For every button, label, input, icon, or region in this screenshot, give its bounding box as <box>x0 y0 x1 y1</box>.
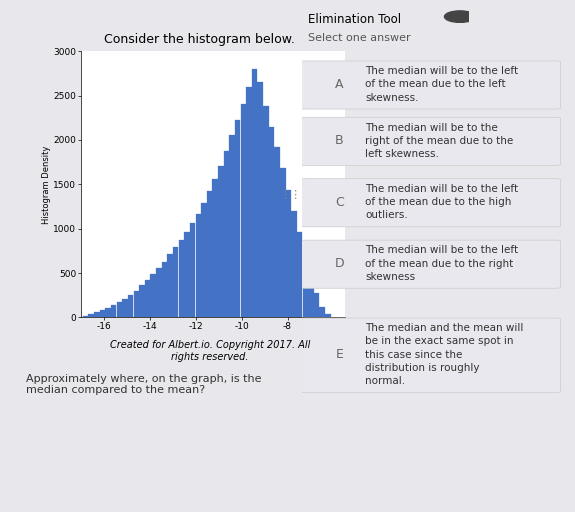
Text: The median and the mean will
be in the exact same spot in
this case since the
di: The median and the mean will be in the e… <box>365 323 523 386</box>
Bar <box>111 305 117 317</box>
Bar <box>229 135 235 317</box>
Bar <box>89 314 94 317</box>
Text: D: D <box>335 257 344 270</box>
Bar <box>151 274 156 317</box>
Bar <box>297 232 302 317</box>
Text: Approximately where, on the graph, is the
median compared to the mean?: Approximately where, on the graph, is th… <box>26 374 262 395</box>
Bar <box>133 291 139 317</box>
Text: ⋮⋮: ⋮⋮ <box>279 189 301 200</box>
Bar <box>252 69 258 317</box>
Text: The median will be to the left
of the mean due to the left
skewness.: The median will be to the left of the me… <box>365 66 518 103</box>
Bar <box>201 203 206 317</box>
Bar <box>179 240 184 317</box>
Bar <box>235 119 240 317</box>
Bar <box>218 166 224 317</box>
FancyBboxPatch shape <box>300 61 561 109</box>
Bar <box>325 314 331 317</box>
Bar <box>99 310 105 317</box>
Bar <box>263 106 269 317</box>
Bar <box>292 211 297 317</box>
Bar <box>94 312 99 317</box>
Bar <box>314 292 319 317</box>
Text: Select one answer: Select one answer <box>308 33 410 44</box>
Bar <box>117 303 122 317</box>
FancyBboxPatch shape <box>300 240 561 288</box>
Text: The median will be to the left
of the mean due to the right
skewness: The median will be to the left of the me… <box>365 245 518 282</box>
Bar <box>246 87 252 317</box>
Text: B: B <box>335 134 344 147</box>
Text: The median will be to the
right of the mean due to the
left skewness.: The median will be to the right of the m… <box>365 122 513 159</box>
Bar <box>145 280 150 317</box>
FancyBboxPatch shape <box>300 117 561 165</box>
Bar <box>212 179 218 317</box>
Bar <box>258 82 263 317</box>
Text: E: E <box>335 348 343 361</box>
Bar <box>196 214 201 317</box>
Bar <box>286 189 291 317</box>
Bar <box>128 295 133 317</box>
Bar <box>320 307 325 317</box>
Text: Created for Albert.io. Copyright 2017. All
rights reserved.: Created for Albert.io. Copyright 2017. A… <box>110 340 310 362</box>
Bar <box>190 223 196 317</box>
Bar <box>139 286 145 317</box>
Bar <box>302 253 308 317</box>
Bar <box>122 299 128 317</box>
FancyBboxPatch shape <box>300 318 561 393</box>
Text: A: A <box>335 78 343 91</box>
Text: C: C <box>335 196 344 209</box>
Bar <box>207 191 212 317</box>
Bar <box>240 104 246 317</box>
Text: The median will be to the left
of the mean due to the high
outliers.: The median will be to the left of the me… <box>365 184 518 221</box>
Bar <box>105 308 111 317</box>
Y-axis label: Histogram Density: Histogram Density <box>41 145 51 224</box>
FancyBboxPatch shape <box>300 179 561 227</box>
Bar <box>269 126 274 317</box>
Circle shape <box>444 11 476 23</box>
Text: Elimination Tool: Elimination Tool <box>308 13 401 26</box>
Bar <box>162 262 167 317</box>
Text: Consider the histogram below.: Consider the histogram below. <box>104 33 294 46</box>
Bar <box>308 275 314 317</box>
Bar <box>173 247 178 317</box>
Bar <box>156 268 162 317</box>
Bar <box>83 316 89 317</box>
Bar <box>274 147 280 317</box>
Bar <box>224 151 229 317</box>
Bar <box>167 254 173 317</box>
Bar <box>280 168 286 317</box>
Bar <box>184 232 190 317</box>
